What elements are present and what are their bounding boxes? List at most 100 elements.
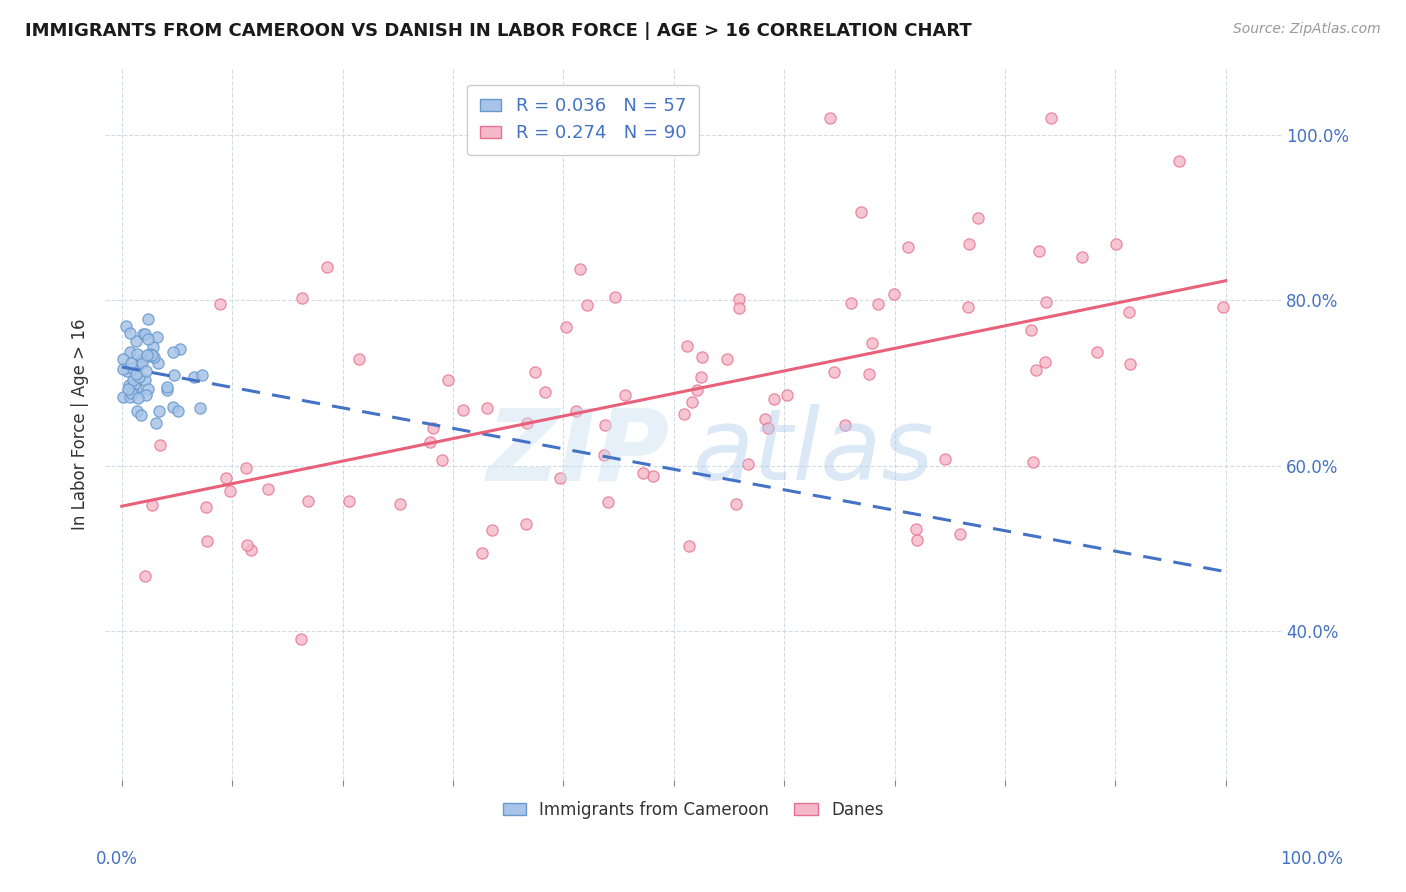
Y-axis label: In Labor Force | Age > 16: In Labor Force | Age > 16 (72, 318, 89, 530)
Point (136, 332, 159, 346)
Point (125, 360, 148, 375)
Point (834, 418, 856, 433)
Point (148, 404, 170, 418)
Point (756, 421, 779, 435)
Point (1071, 250, 1094, 264)
Point (191, 368, 214, 382)
Point (818, 111, 841, 125)
Point (125, 381, 148, 395)
Point (235, 461, 257, 475)
Point (966, 211, 988, 225)
Point (548, 471, 571, 485)
Point (118, 326, 141, 340)
Point (481, 523, 503, 537)
Point (163, 368, 186, 382)
Point (128, 370, 150, 384)
Point (120, 356, 142, 370)
Point (115, 319, 138, 334)
Point (156, 384, 179, 398)
Point (1035, 295, 1057, 310)
Point (136, 312, 159, 326)
Point (1033, 355, 1056, 369)
Point (117, 364, 139, 378)
Legend: Immigrants from Cameroon, Danes: Immigrants from Cameroon, Danes (496, 794, 890, 825)
Point (138, 382, 160, 396)
Point (131, 356, 153, 370)
Point (956, 300, 979, 314)
Point (129, 354, 152, 368)
Point (167, 403, 190, 417)
Point (724, 497, 747, 511)
Point (290, 632, 312, 647)
Point (183, 370, 205, 384)
Point (297, 493, 319, 508)
Point (430, 452, 453, 467)
Point (136, 348, 159, 362)
Point (291, 291, 314, 305)
Point (1025, 363, 1047, 377)
Point (569, 261, 592, 276)
Point (162, 345, 184, 359)
Point (841, 296, 863, 310)
Point (1212, 300, 1234, 314)
Point (146, 356, 169, 370)
Point (728, 293, 751, 307)
Point (111, 361, 134, 376)
Point (728, 301, 751, 315)
Point (1040, 111, 1063, 125)
Point (1028, 244, 1050, 258)
Point (127, 359, 149, 373)
Point (437, 372, 460, 386)
Point (134, 569, 156, 583)
Point (737, 457, 759, 471)
Text: 0.0%: 0.0% (96, 850, 138, 868)
Point (112, 351, 135, 366)
Point (605, 290, 627, 304)
Point (1019, 323, 1042, 337)
Point (215, 471, 238, 485)
Point (240, 543, 263, 558)
Point (763, 392, 786, 406)
Point (860, 335, 883, 350)
Point (118, 345, 141, 359)
Text: ZIP: ZIP (486, 404, 669, 501)
Point (121, 386, 143, 401)
Point (219, 483, 242, 498)
Point (118, 378, 141, 392)
Point (122, 378, 145, 392)
Point (905, 533, 928, 548)
Point (132, 327, 155, 342)
Point (142, 351, 165, 365)
Point (858, 367, 880, 381)
Point (1118, 304, 1140, 318)
Point (614, 388, 637, 402)
Point (934, 452, 956, 467)
Point (139, 346, 162, 360)
Point (716, 351, 738, 366)
Point (897, 239, 920, 253)
Point (139, 349, 162, 363)
Point (515, 516, 537, 531)
Point (633, 466, 655, 480)
Point (120, 385, 142, 400)
Point (141, 498, 163, 512)
Point (1022, 455, 1045, 469)
Point (1119, 357, 1142, 371)
Point (131, 352, 153, 367)
Point (949, 526, 972, 541)
Point (564, 403, 586, 417)
Point (316, 260, 339, 274)
Point (471, 545, 494, 559)
Point (257, 482, 280, 496)
Point (866, 297, 889, 311)
Point (689, 369, 711, 384)
Point (347, 351, 370, 366)
Point (188, 401, 211, 415)
Point (676, 339, 699, 353)
Point (754, 412, 776, 426)
Point (685, 383, 707, 397)
Point (134, 373, 156, 387)
Point (904, 522, 927, 536)
Point (849, 205, 872, 219)
Point (419, 434, 441, 449)
